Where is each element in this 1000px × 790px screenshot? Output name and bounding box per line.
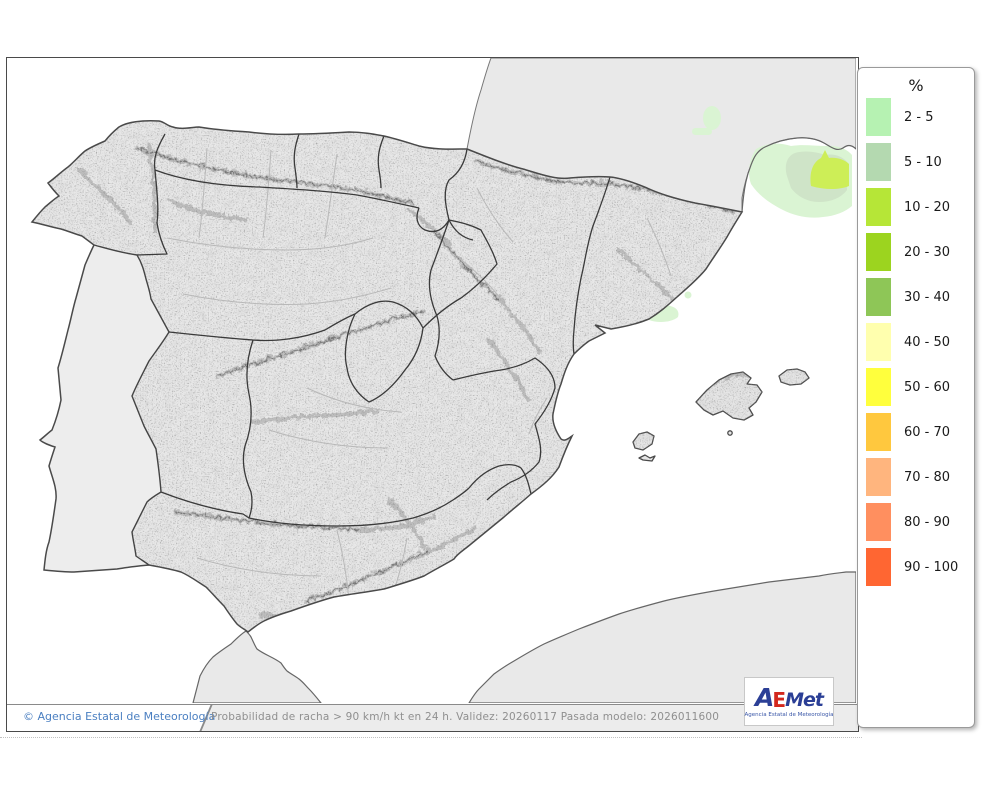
legend-label: 30 - 40 [904,289,951,305]
legend-swatch [866,548,891,586]
legend-swatch [866,278,891,316]
legend-item: 90 - 100 [866,548,974,586]
logo-letter-a: A [755,683,775,712]
legend-label: 10 - 20 [904,199,951,215]
legend-item: 40 - 50 [866,323,974,361]
legend-label: 50 - 60 [904,379,951,395]
legend-label: 70 - 80 [904,469,951,485]
legend-item: 50 - 60 [866,368,974,406]
legend-items: 2 - 5 5 - 10 10 - 20 20 - 30 30 - 40 40 - 50 5… [858,98,974,586]
legend-item: 10 - 20 [866,188,974,226]
logo-letter-e: E [772,688,787,712]
legend-label: 2 - 5 [904,109,934,125]
legend-swatch [866,413,891,451]
legend-label: 60 - 70 [904,424,951,440]
legend-label: 20 - 30 [904,244,951,260]
cabrera [727,430,733,436]
patch-10-20 [810,150,849,189]
legend-swatch [866,323,891,361]
patch-2-5-france-2 [692,128,712,135]
forecast-description: Probabilidad de racha > 90 km/h kt en 24… [211,711,720,723]
legend-item: 2 - 5 [866,98,974,136]
aemet-logo: A E Met Agencia Estatal de Meteorología [744,677,834,726]
patch-2-5-bcn-dot [684,291,692,299]
legend-title: % [908,76,924,95]
portugal-land [40,245,169,572]
legend-label: 90 - 100 [904,559,959,575]
legend-swatch [866,233,891,271]
legend-label: 40 - 50 [904,334,951,350]
legend-swatch [866,368,891,406]
iberia-coastline [30,120,744,633]
copyright-text: © Agencia Estatal de Meteorología [23,710,216,723]
frame-dotted-line [0,737,862,738]
logo-met: Met [785,689,824,711]
legend-label: 5 - 10 [904,154,942,170]
legend-swatch [866,458,891,496]
legend-panel: % 2 - 5 5 - 10 10 - 20 20 - 30 30 - 40 40 - 5… [857,67,975,728]
legend-swatch [866,188,891,226]
legend-swatch [866,503,891,541]
legend-swatch [866,143,891,181]
portugal-border [93,244,170,566]
legend-label: 80 - 90 [904,514,951,530]
map-frame: © Agencia Estatal de Meteorología Probab… [6,57,859,732]
province-borders [166,147,672,605]
legend-item: 30 - 40 [866,278,974,316]
formentera [638,454,656,462]
community-borders [136,133,611,527]
wind-probability-patches [645,106,852,322]
legend-swatch [866,98,891,136]
legend-item: 20 - 30 [866,233,974,271]
aemet-logo-text: A E Met [755,683,824,712]
legend-item: 60 - 70 [866,413,974,451]
legend-item: 5 - 10 [866,143,974,181]
logo-caption: Agencia Estatal de Meteorología [744,712,834,718]
france-coastline [741,137,856,213]
algeria-land [468,571,856,703]
legend-item: 80 - 90 [866,503,974,541]
patch-2-5-france [703,106,721,130]
iberia-relief-map [7,58,856,703]
morocco-land [192,630,322,703]
footer-bar: © Agencia Estatal de Meteorología Probab… [7,704,858,731]
legend-item: 70 - 80 [866,458,974,496]
footer-copyright-section [7,705,199,731]
